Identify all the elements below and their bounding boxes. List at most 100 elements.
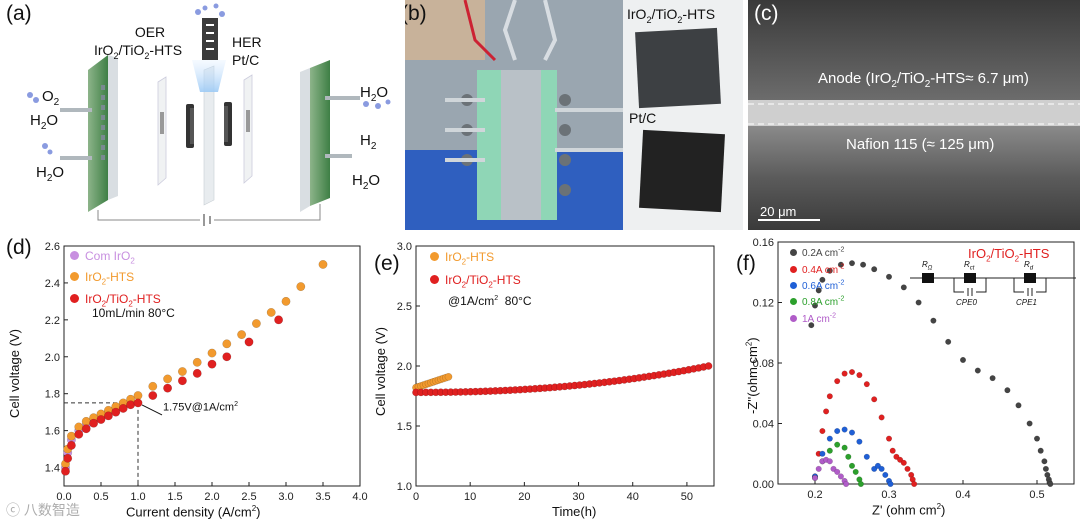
legend-label: 1A cm-2 (802, 312, 837, 325)
legend-marker (70, 251, 79, 260)
cell-photo (405, 0, 743, 230)
eis-chart: 0.2 0.3 0.4 0.5 0.00 0.04 0.08 0.12 0.16 (753, 237, 1075, 501)
x-tick-label: 0.2 (807, 489, 822, 501)
annotation-arrow (141, 404, 163, 416)
data-point-2 (111, 407, 121, 417)
y-tick-label: 0.16 (753, 237, 774, 249)
legend-label: IrO2-HTS (445, 250, 495, 267)
data-point-1 (826, 393, 833, 400)
panel-b-photo: (b) IrO2/TiO2-HTS Pt/C (405, 0, 743, 230)
panel-a-schematic: (a) OER IrO2/TiO2-HTS HER Pt/C O2 H2O H2… (0, 0, 400, 232)
x-tick-label: 20 (518, 491, 530, 503)
panel-e-xlabel: Time(h) (552, 504, 597, 519)
data-point-1 (889, 447, 896, 454)
data-point-0 (959, 356, 967, 364)
panel-d-condition: 10mL/min 80°C (92, 306, 175, 320)
data-point-1 (856, 372, 863, 379)
data-point-1 (148, 381, 158, 391)
data-point-1 (251, 319, 261, 328)
x-tick-label: 4.0 (352, 491, 367, 503)
data-point-2 (222, 352, 232, 362)
y-tick-label: 1.6 (45, 426, 60, 438)
data-point-1 (66, 431, 76, 441)
data-point-1 (900, 459, 907, 466)
data-point-2 (96, 415, 106, 424)
legend-entry: IrO2/TiO2-HTS (430, 271, 521, 294)
data-point-1 (207, 348, 217, 358)
x-tick-label: 0 (413, 491, 419, 503)
data-point-2 (834, 428, 841, 435)
data-point-0 (444, 372, 453, 381)
panel-f-eis: 0.2 0.3 0.4 0.5 0.00 0.04 0.08 0.12 0.16 (f) IrO… (722, 236, 1080, 522)
data-point-3 (841, 444, 848, 451)
data-point-2 (244, 337, 254, 347)
panel-e-label: (e) (374, 252, 400, 275)
o2-label: O2 (42, 88, 60, 108)
data-point-1 (834, 378, 841, 385)
panel-d-annotation: 1.75V@1A/cm2 (163, 401, 238, 414)
data-point-2 (878, 465, 885, 472)
panel-f-title: IrO2/TiO2-HTS (968, 246, 1050, 264)
data-point-0 (826, 267, 833, 274)
data-point-0 (885, 273, 893, 280)
data-point-1 (897, 456, 904, 463)
panel-e-ylabel: Cell voltage (V) (372, 327, 388, 416)
legend-entry: 0.2A cm-2 (790, 244, 844, 260)
panel-c-sem: (c) Anode (IrO2/TiO2-HTS≈ 6.7 μm) Nafion… (748, 0, 1080, 230)
x-tick-label: 2.5 (241, 491, 256, 503)
data-point-0 (819, 276, 826, 283)
data-point-2 (841, 426, 848, 433)
watermark: ⓒ 八数智造 (6, 502, 80, 518)
y-tick-label: 0.00 (753, 479, 774, 491)
legend-label: IrO2/TiO2-HTS (85, 291, 161, 309)
data-point-2 (126, 400, 136, 410)
external-circuit (97, 210, 200, 221)
data-point-2 (848, 429, 856, 436)
nafion-thickness-label: Nafion 115 (≈ 125 μm) (846, 136, 995, 153)
h2o-right-top: H2O (360, 84, 389, 104)
right-end-plate (310, 60, 330, 206)
data-point-0 (1047, 480, 1054, 488)
panel-d-polarization: 0.0 0.5 1.0 1.5 2.0 2.5 3.0 3.5 4.0 1.4 1.6 1.8 2.0 2… (0, 236, 372, 522)
x-tick-label: 10 (464, 491, 476, 503)
data-point-1 (192, 357, 202, 367)
data-point-0 (1004, 387, 1011, 394)
legend-label: IrO2-HTS (85, 270, 135, 287)
legend-entry: 0.4A cm-2 (790, 260, 844, 276)
data-point-1 (893, 453, 900, 460)
her-catalyst-label: Pt/C (232, 52, 260, 68)
electrolyzer-schematic (27, 3, 391, 226)
legend-label: 0.8A cm-2 (802, 295, 845, 309)
data-point-0 (1015, 402, 1022, 409)
panel-e-legend: IrO2-HTS IrO2/TiO2-HTS (430, 248, 521, 295)
anode-thickness-label: Anode (IrO2/TiO2-HTS≈ 6.7 μm) (818, 70, 1029, 90)
x-tick-label: 1.5 (167, 491, 182, 503)
data-point-1 (878, 414, 885, 421)
data-point-2 (274, 315, 284, 325)
legend-entry: 1A cm-2 (790, 309, 844, 325)
data-point-2 (192, 368, 202, 378)
data-point-2 (826, 435, 833, 442)
data-point-3 (857, 480, 864, 488)
data-point-0 (989, 375, 996, 382)
data-point-0 (837, 261, 844, 268)
data-point-2 (882, 471, 889, 478)
data-point-0 (815, 287, 822, 294)
data-point-1 (281, 296, 291, 306)
legend-marker (790, 249, 797, 257)
legend-label: IrO2/TiO2-HTS (445, 273, 521, 290)
panel-c-label: (c) (754, 2, 779, 25)
circuit-cpe0: CPE0 (956, 298, 977, 307)
anode-sample (635, 27, 721, 109)
data-point-0 (848, 260, 856, 267)
panel-f-ylabel: -Z''(ohm cm2) (744, 337, 760, 414)
data-point-2 (66, 440, 76, 450)
panel-a-label: (a) (6, 2, 32, 25)
y-tick-label: 1.4 (45, 463, 60, 475)
data-point-3 (852, 468, 859, 475)
data-point-0 (1033, 435, 1041, 442)
legend-entry: IrO2-HTS (70, 269, 161, 290)
data-point-1 (318, 260, 328, 269)
y-tick-label: 2.4 (45, 278, 60, 290)
data-point-4 (815, 465, 822, 472)
